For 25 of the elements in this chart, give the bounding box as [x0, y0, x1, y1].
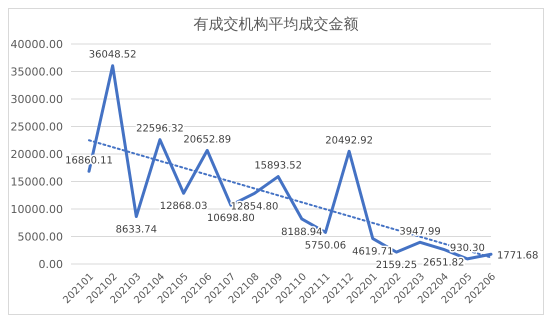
- data-label: 12868.03: [160, 201, 208, 212]
- y-tick-label: 15000.00: [10, 175, 63, 188]
- data-label: 8188.94: [281, 226, 323, 238]
- data-label: 10698.80: [207, 213, 255, 224]
- y-tick-label: 20000.00: [10, 148, 63, 161]
- data-label: 36048.52: [88, 50, 137, 61]
- data-label: 5750.06: [304, 240, 346, 252]
- y-tick-label: 5000.00: [18, 230, 63, 244]
- y-tick-label: 30000.00: [10, 92, 63, 106]
- data-label: 1771.68: [497, 250, 538, 262]
- data-label: 2159.25: [376, 260, 418, 272]
- y-tick-label: 40000.00: [10, 38, 63, 51]
- data-label: 15893.52: [254, 160, 302, 172]
- y-tick-label: 0.00: [38, 258, 63, 271]
- y-tick-label: 25000.00: [10, 120, 63, 134]
- data-label: 20652.89: [183, 134, 232, 146]
- y-tick-label: 10000.00: [10, 202, 63, 216]
- data-label: 12854.80: [230, 201, 278, 212]
- chart-title: 有成交机构平均成交金额: [192, 15, 360, 34]
- data-label: 20492.92: [325, 135, 373, 146]
- data-label: 4619.71: [352, 246, 394, 258]
- data-label: 8633.74: [116, 224, 157, 236]
- data-label: 2651.82: [423, 257, 464, 268]
- y-tick-label: 35000.00: [10, 65, 63, 78]
- data-label: 22596.32: [136, 124, 184, 135]
